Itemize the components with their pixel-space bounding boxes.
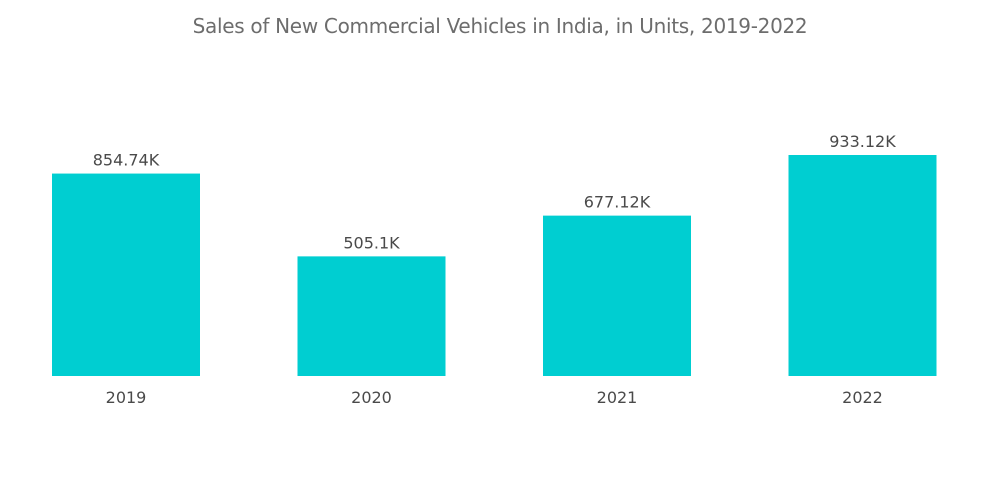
bar-2020 xyxy=(297,256,446,376)
value-label-2020: 505.1K xyxy=(343,233,400,252)
x-tick-label-2020: 2020 xyxy=(351,388,392,407)
x-tick-label-2022: 2022 xyxy=(842,388,883,407)
bar-2022 xyxy=(788,155,937,376)
x-tick-label-2019: 2019 xyxy=(106,388,147,407)
value-label-2021: 677.12K xyxy=(584,193,651,212)
chart-title: Sales of New Commercial Vehicles in Indi… xyxy=(192,14,808,38)
value-label-2019: 854.74K xyxy=(93,151,160,170)
bar-2019 xyxy=(52,173,200,376)
x-tick-label-2021: 2021 xyxy=(597,388,638,407)
bar-2021 xyxy=(543,215,691,376)
value-label-2022: 933.12K xyxy=(829,132,896,151)
